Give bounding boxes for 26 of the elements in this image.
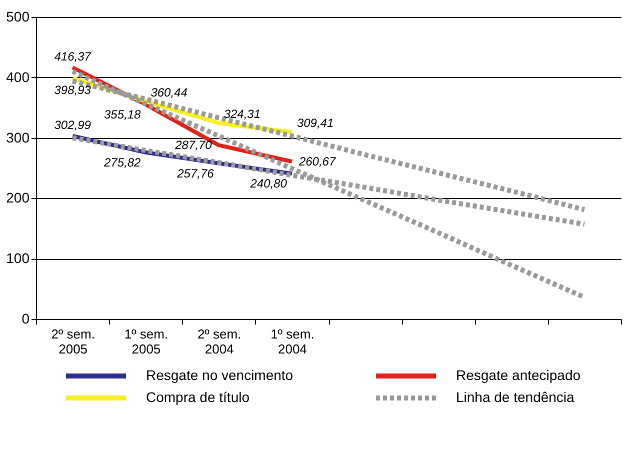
data-label: 302,99 [54,118,92,132]
data-label: 360,44 [150,85,188,100]
legend-label: Resgate no vencimento [146,367,294,383]
y-tick-label: 100 [6,250,30,266]
data-label: 260,67 [298,154,337,169]
data-label: 355,18 [104,107,142,122]
x-tick-label: 1º sem. 2005 [124,326,168,356]
data-label: 240,80 [249,176,288,191]
data-label: 416,37 [54,50,92,64]
legend-label: Resgate antecipado [456,367,581,383]
legend-label: Linha de tendência [456,389,575,405]
data-label: 309,41 [296,116,334,130]
y-tick-label: 0 [22,310,30,326]
y-tick-label: 400 [6,68,30,85]
y-tick-label: 300 [6,129,30,146]
y-tick-label: 200 [6,190,30,206]
x-tick-label: 1º sem. 2004 [270,326,314,356]
legend-label: Compra de título [146,389,250,405]
data-label: 324,31 [224,107,261,122]
data-label: 257,76 [176,166,214,180]
data-label: 398,93 [54,83,92,98]
x-tick-label: 2º sem. 2004 [197,326,242,356]
data-label: 275,82 [102,155,142,170]
data-label: 287,70 [174,138,212,152]
y-tick-label: 500 [6,8,30,24]
x-tick-label: 2º sem. 2005 [51,326,95,356]
